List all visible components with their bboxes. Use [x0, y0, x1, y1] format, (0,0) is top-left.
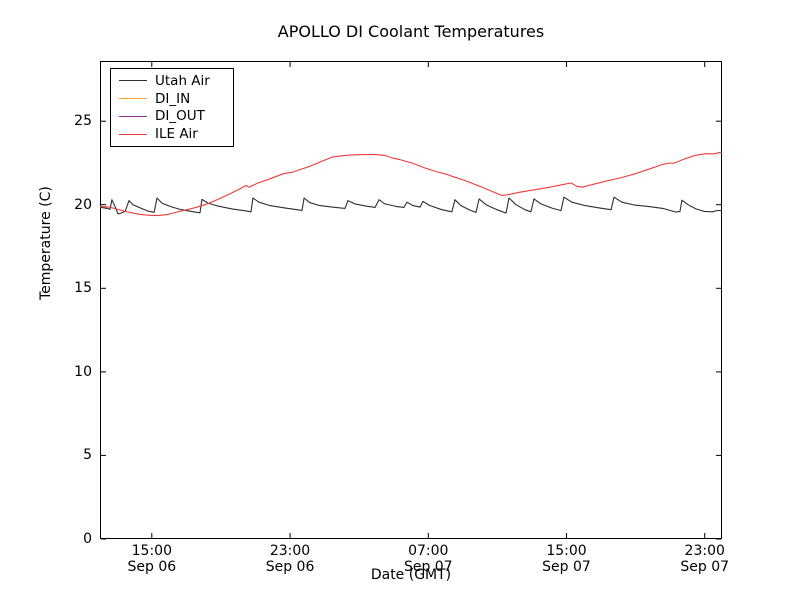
x-tick-label: 15:00 Sep 07 — [542, 543, 591, 575]
legend-line-sample — [119, 80, 147, 82]
y-tick-label: 0 — [83, 531, 92, 547]
y-tick-label: 25 — [74, 113, 92, 130]
x-tick-label: 15:00 Sep 06 — [127, 543, 177, 575]
legend-label: DI_IN — [155, 90, 191, 107]
y-tick-label: 10 — [74, 363, 92, 380]
legend-entry-di-in: DI_IN — [119, 90, 227, 107]
y-tick-label: 20 — [74, 196, 92, 213]
legend-entry-utah-air: Utah Air — [119, 72, 227, 89]
legend-line-sample — [119, 133, 147, 135]
legend-line-sample — [119, 98, 147, 100]
legend-entry-ile-air: ILE Air — [119, 126, 227, 143]
legend-line-sample — [119, 115, 147, 117]
legend-label: DI_OUT — [155, 108, 205, 125]
x-tick-label: 23:00 Sep 06 — [265, 543, 315, 575]
x-tick-label: 07:00 Sep 07 — [403, 543, 453, 575]
y-tick-label: 5 — [83, 447, 92, 464]
legend-label: ILE Air — [155, 126, 198, 143]
x-tick-label: 23:00 Sep 07 — [680, 543, 730, 575]
x-axis-label: Date (GMT) — [370, 567, 452, 583]
legend: Utah Air DI_IN DI_OUT ILE Air — [110, 68, 234, 147]
chart-title: APOLLO DI Coolant Temperatures — [277, 22, 545, 41]
legend-entry-di-out: DI_OUT — [119, 108, 227, 125]
legend-label: Utah Air — [155, 72, 210, 89]
y-tick-label: 15 — [74, 280, 92, 297]
plot-svg — [99, 61, 723, 540]
